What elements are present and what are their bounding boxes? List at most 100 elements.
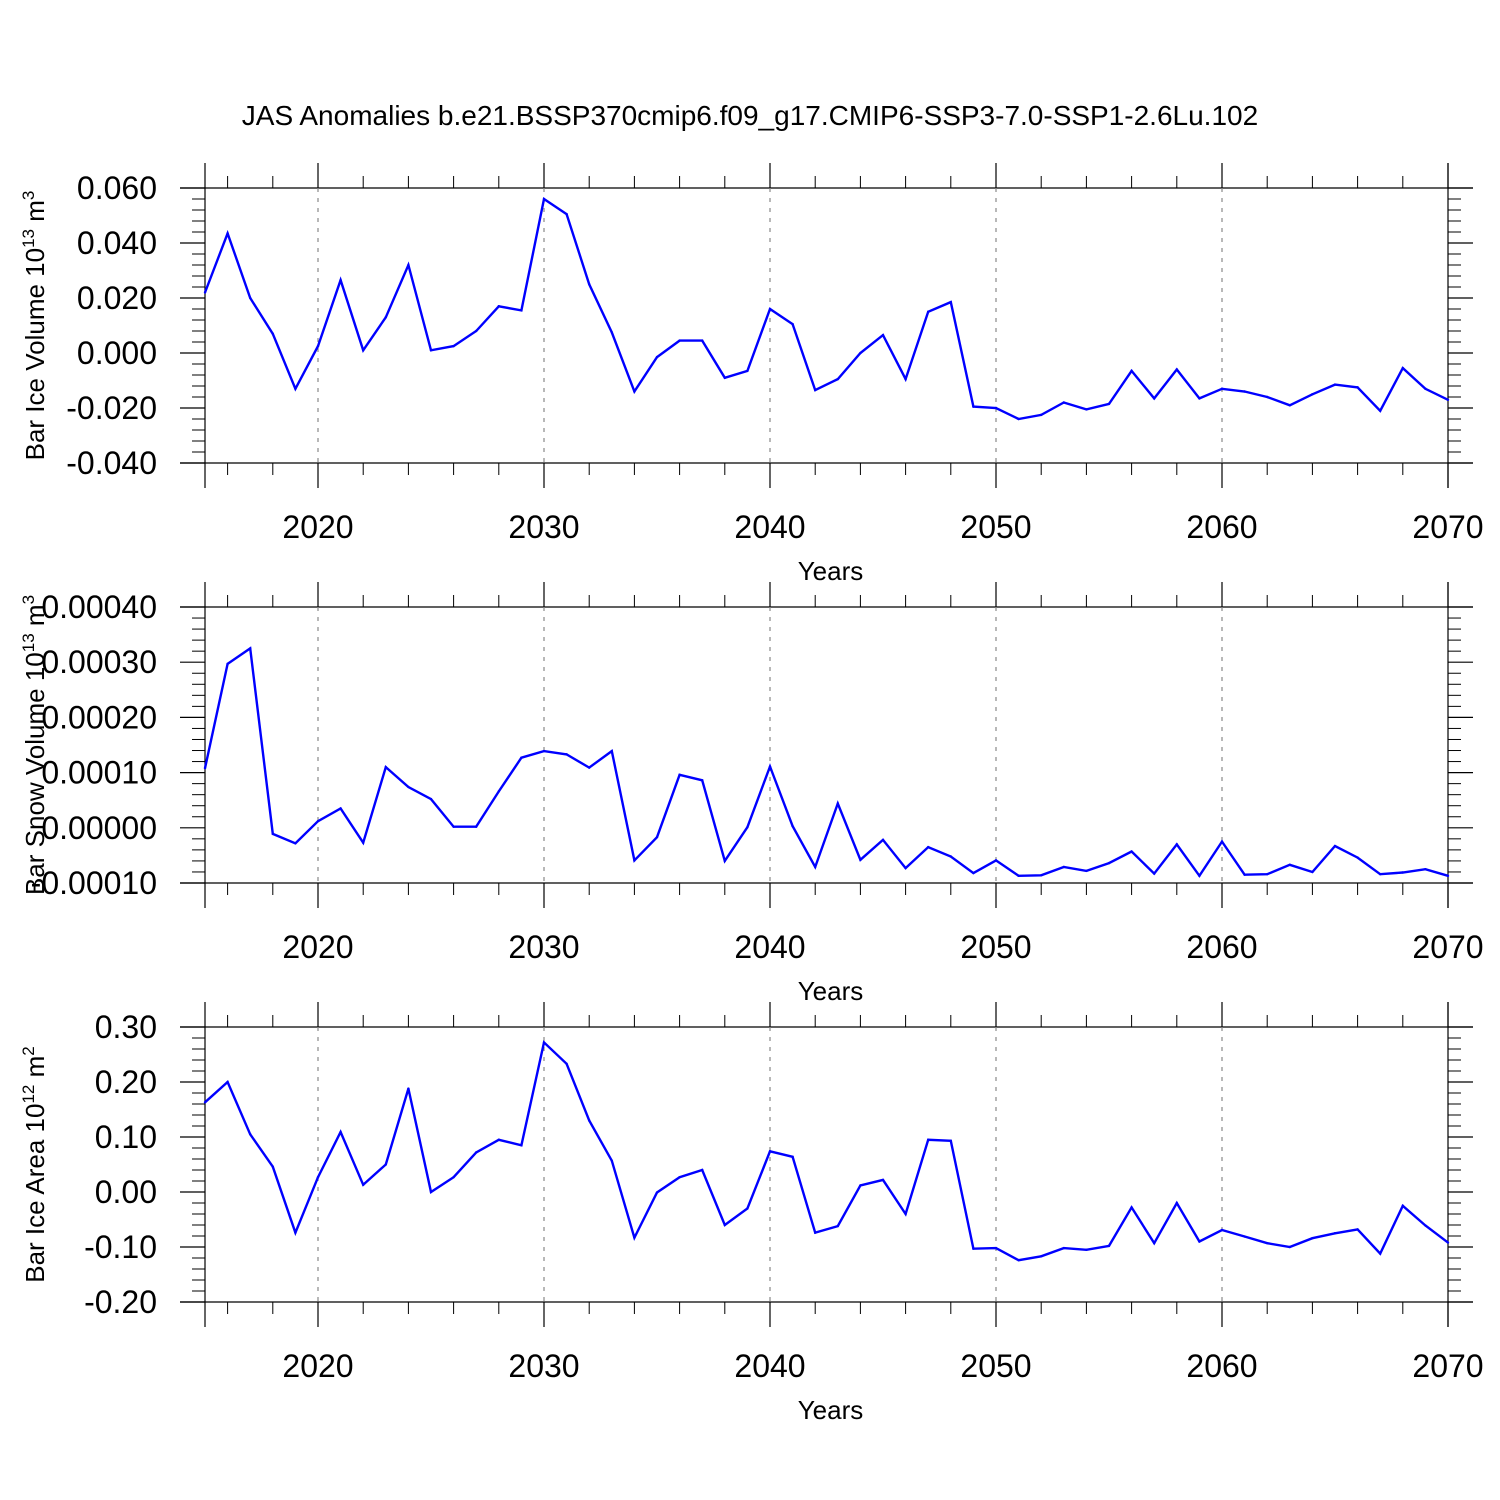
data-point [1175, 843, 1179, 846]
data-point [271, 332, 274, 335]
x-tick-label: 2060 [1186, 929, 1257, 965]
data-point [610, 331, 613, 334]
data-point [814, 1231, 817, 1234]
data-point [271, 832, 274, 836]
data-point [859, 858, 862, 862]
data-point [994, 406, 998, 410]
data-point [1040, 874, 1043, 877]
x-tick-label: 2040 [734, 1348, 805, 1384]
data-point [294, 1231, 297, 1234]
data-point [203, 291, 207, 294]
data-point [475, 825, 478, 828]
data-point [452, 344, 455, 348]
data-point [1243, 390, 1246, 393]
data-point [1424, 1224, 1427, 1227]
data-point [1333, 1232, 1337, 1235]
x-axis-label: Years [798, 976, 864, 1006]
data-point [655, 355, 659, 359]
data-point [1198, 397, 1201, 400]
data-point [249, 1133, 252, 1136]
data-point [1198, 874, 1201, 878]
y-axis-label-unit-exponent: 3 [19, 595, 38, 604]
data-point [1311, 393, 1314, 396]
data-point [294, 842, 297, 845]
figure-title: JAS Anomalies b.e21.BSSP370cmip6.f09_g17… [242, 100, 1258, 131]
data-point [1446, 1241, 1450, 1244]
y-tick-label: 0.000 [77, 335, 157, 371]
data-point [1062, 865, 1066, 869]
y-tick-label: 0.00000 [41, 810, 157, 846]
panel-3: 2020 2030 2040 2050 2060 2070 -0.20 -0.10 0.00 0.… [19, 1002, 1484, 1425]
data-point [859, 351, 862, 355]
y-axis-label-exponent: 13 [19, 229, 38, 248]
data-point [1175, 368, 1179, 371]
data-point [565, 1062, 568, 1066]
data-point [407, 785, 410, 789]
data-point [1107, 402, 1111, 406]
panels: 2020 2030 2040 2050 2060 2070 -0.040 -0.020 0.00… [19, 163, 1484, 1425]
data-point [1311, 870, 1314, 874]
data-point [904, 866, 907, 870]
x-tick-label: 2040 [734, 929, 805, 965]
y-axis-label-text: Bar Ice Area 10 [20, 1104, 50, 1283]
data-point [1220, 840, 1224, 843]
data-point [497, 305, 500, 308]
data-point [814, 388, 817, 392]
data-point [316, 1175, 320, 1179]
data-point [1175, 1201, 1179, 1205]
data-point [226, 232, 229, 235]
data-point [384, 316, 387, 319]
data-point [1243, 1235, 1246, 1238]
data-point [1288, 863, 1292, 866]
x-tick-label: 2050 [960, 509, 1031, 545]
x-axis-label: Years [798, 556, 864, 586]
data-point [1401, 1204, 1405, 1207]
data-point [678, 773, 681, 777]
data-point [1288, 1245, 1292, 1249]
data-point [633, 1236, 636, 1239]
data-point [836, 802, 839, 805]
data-point [588, 283, 591, 286]
data-point [927, 845, 930, 849]
data-point [542, 1041, 546, 1044]
data-point [701, 779, 704, 782]
y-tick-label: -0.10 [84, 1229, 157, 1265]
y-tick-label: -0.00010 [31, 865, 157, 901]
data-point [814, 865, 817, 869]
data-point [1446, 874, 1450, 878]
data-point [362, 1183, 365, 1187]
data-point [836, 1224, 839, 1228]
y-axis-label: Bar Ice Area 1012 m2 [19, 1046, 50, 1283]
data-point [1401, 871, 1405, 874]
data-point [1130, 1206, 1133, 1209]
x-tick-label: 2050 [960, 1348, 1031, 1384]
x-tick-label: 2020 [282, 929, 353, 965]
y-axis-label-unit-exponent: 2 [19, 1046, 38, 1055]
x-axis-label: Years [798, 1395, 864, 1425]
series-line [203, 646, 1449, 878]
x-tick-label: 2030 [508, 509, 579, 545]
data-point [294, 387, 297, 390]
panel-1: 2020 2030 2040 2050 2060 2070 -0.040 -0.020 0.00… [19, 163, 1484, 586]
data-point [791, 1155, 794, 1159]
data-point [1266, 1241, 1269, 1245]
data-point [1085, 869, 1088, 873]
data-point [1311, 1237, 1314, 1240]
data-point [271, 1165, 274, 1168]
data-point [475, 1151, 478, 1154]
data-point [565, 212, 568, 216]
data-point [927, 1138, 930, 1141]
data-point [791, 824, 794, 828]
data-point [384, 1163, 387, 1166]
data-point [1424, 868, 1427, 871]
x-tick-label: 2060 [1186, 509, 1257, 545]
data-point [203, 1101, 207, 1104]
data-point [203, 766, 207, 770]
x-tick-label: 2070 [1412, 509, 1483, 545]
data-point [384, 765, 387, 769]
data-point [339, 1130, 342, 1134]
data-point [678, 1175, 681, 1179]
data-point [746, 1207, 749, 1210]
y-axis-label-unit-exponent: 3 [19, 191, 38, 200]
panel-2: 2020 2030 2040 2050 2060 2070 -0.00010 0.00000 0… [19, 582, 1484, 1006]
